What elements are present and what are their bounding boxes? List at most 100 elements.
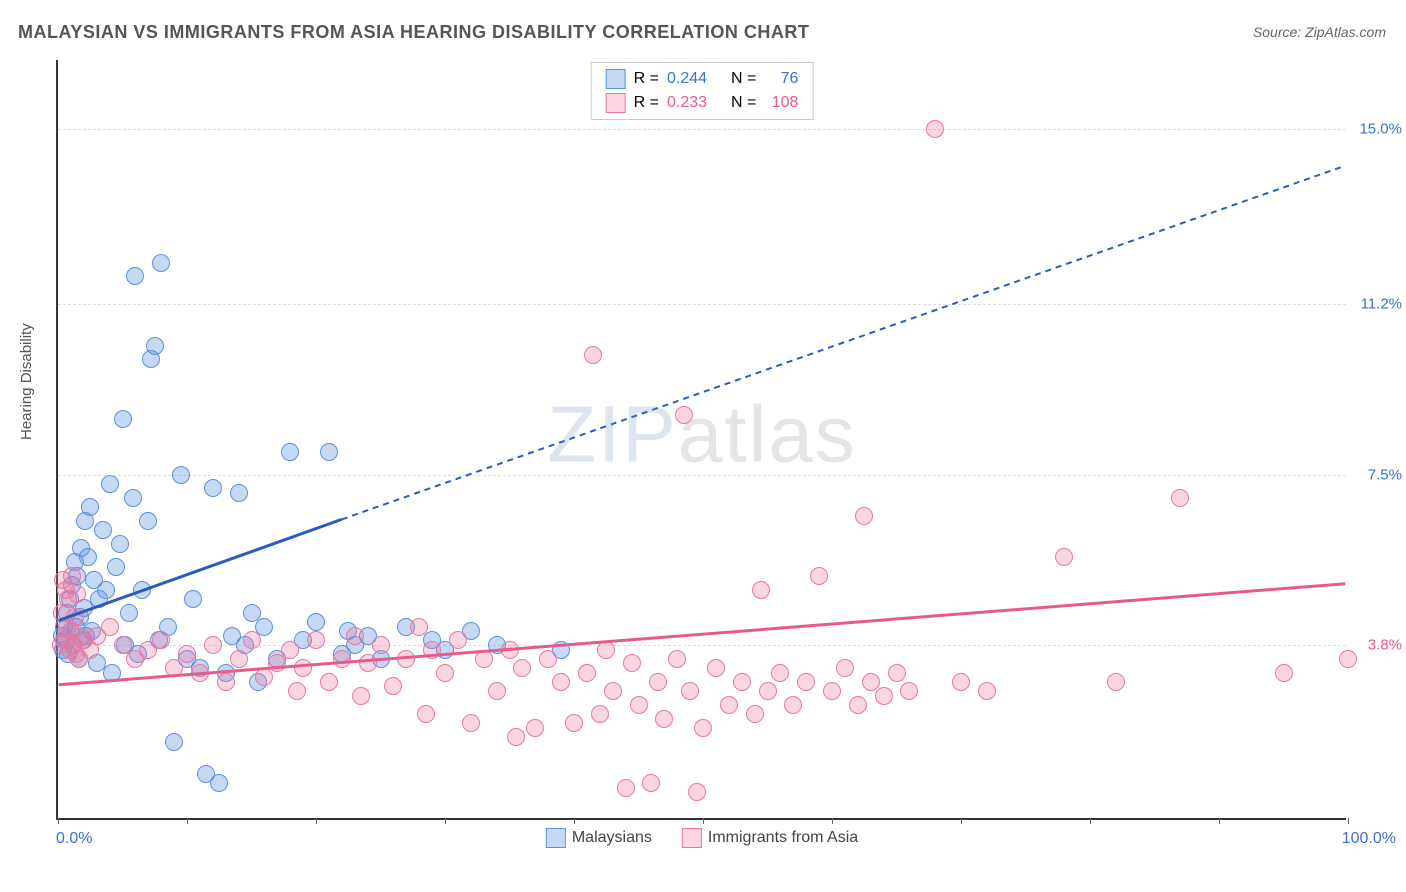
data-point-immigrants [836, 659, 854, 677]
data-point-immigrants [423, 641, 441, 659]
data-point-immigrants [501, 641, 519, 659]
legend-swatch-immigrants-icon [682, 828, 702, 848]
data-point-immigrants [649, 673, 667, 691]
data-point-malaysians [101, 475, 119, 493]
data-point-immigrants [591, 705, 609, 723]
data-point-immigrants [255, 668, 273, 686]
n-label: N = [731, 70, 756, 88]
legend-swatch-malaysians [606, 69, 626, 89]
data-point-malaysians [126, 267, 144, 285]
data-point-immigrants [694, 719, 712, 737]
data-point-immigrants [1339, 650, 1357, 668]
data-point-immigrants [1055, 548, 1073, 566]
data-point-immigrants [1107, 673, 1125, 691]
x-tick [187, 818, 188, 824]
y-tick-label: 11.2% [1352, 296, 1402, 313]
data-point-immigrants [397, 650, 415, 668]
data-point-immigrants [417, 705, 435, 723]
data-point-immigrants [294, 659, 312, 677]
data-point-immigrants [849, 696, 867, 714]
y-tick-label: 3.8% [1352, 636, 1402, 653]
data-point-immigrants [681, 682, 699, 700]
data-point-immigrants [539, 650, 557, 668]
data-point-immigrants [888, 664, 906, 682]
data-point-immigrants [926, 120, 944, 138]
watermark-atlas: atlas [678, 389, 857, 478]
data-point-immigrants [488, 682, 506, 700]
r-value-malaysians: 0.244 [667, 70, 707, 88]
x-tick [1219, 818, 1220, 824]
data-point-malaysians [139, 512, 157, 530]
data-point-immigrants [746, 705, 764, 723]
data-point-malaysians [97, 581, 115, 599]
data-point-immigrants [875, 687, 893, 705]
gridline [58, 475, 1346, 476]
data-point-immigrants [797, 673, 815, 691]
data-point-immigrants [346, 627, 364, 645]
data-point-immigrants [720, 696, 738, 714]
data-point-malaysians [103, 664, 121, 682]
n-label: N = [731, 94, 756, 112]
correlation-chart: MALAYSIAN VS IMMIGRANTS FROM ASIA HEARIN… [0, 0, 1406, 892]
trendline-malaysians [342, 166, 1346, 520]
data-point-malaysians [94, 521, 112, 539]
data-point-immigrants [900, 682, 918, 700]
data-point-immigrants [230, 650, 248, 668]
data-point-immigrants [668, 650, 686, 668]
data-point-immigrants [462, 714, 480, 732]
r-label: R = [634, 70, 659, 88]
data-point-immigrants [66, 608, 84, 626]
data-point-immigrants [288, 682, 306, 700]
data-point-immigrants [63, 567, 81, 585]
data-point-malaysians [255, 618, 273, 636]
data-point-malaysians [184, 590, 202, 608]
data-point-immigrants [204, 636, 222, 654]
y-tick-label: 7.5% [1352, 466, 1402, 483]
data-point-immigrants [178, 645, 196, 663]
data-point-immigrants [372, 636, 390, 654]
data-point-malaysians [146, 337, 164, 355]
y-tick-label: 15.0% [1352, 121, 1402, 138]
data-point-immigrants [597, 641, 615, 659]
legend-item-immigrants: Immigrants from Asia [682, 828, 858, 848]
data-point-immigrants [410, 618, 428, 636]
data-point-immigrants [707, 659, 725, 677]
data-point-immigrants [320, 673, 338, 691]
data-point-immigrants [281, 641, 299, 659]
data-point-malaysians [281, 443, 299, 461]
x-tick [445, 818, 446, 824]
data-point-immigrants [604, 682, 622, 700]
data-point-immigrants [436, 664, 454, 682]
x-tick [832, 818, 833, 824]
data-point-immigrants [675, 406, 693, 424]
data-point-malaysians [120, 604, 138, 622]
plot-area: ZIPatlas R = 0.244 N = 76 R = 0.233 N = … [56, 60, 1346, 820]
data-point-immigrants [771, 664, 789, 682]
data-point-immigrants [152, 631, 170, 649]
data-point-immigrants [1171, 489, 1189, 507]
data-point-immigrants [307, 631, 325, 649]
chart-title: MALAYSIAN VS IMMIGRANTS FROM ASIA HEARIN… [18, 22, 809, 43]
x-tick [574, 818, 575, 824]
data-point-immigrants [688, 783, 706, 801]
data-point-immigrants [68, 585, 86, 603]
data-point-immigrants [752, 581, 770, 599]
data-point-immigrants [333, 650, 351, 668]
data-point-immigrants [784, 696, 802, 714]
data-point-malaysians [114, 410, 132, 428]
data-point-immigrants [513, 659, 531, 677]
data-point-immigrants [101, 618, 119, 636]
data-point-immigrants [630, 696, 648, 714]
x-tick [703, 818, 704, 824]
trend-lines [58, 60, 1346, 818]
legend-row-immigrants: R = 0.233 N = 108 [606, 91, 799, 115]
r-value-immigrants: 0.233 [667, 94, 707, 112]
data-point-malaysians [230, 484, 248, 502]
legend-row-malaysians: R = 0.244 N = 76 [606, 67, 799, 91]
data-point-immigrants [191, 664, 209, 682]
data-point-immigrants [655, 710, 673, 728]
data-point-malaysians [79, 548, 97, 566]
x-tick [961, 818, 962, 824]
gridline [58, 304, 1346, 305]
legend-item-malaysians: Malaysians [546, 828, 652, 848]
